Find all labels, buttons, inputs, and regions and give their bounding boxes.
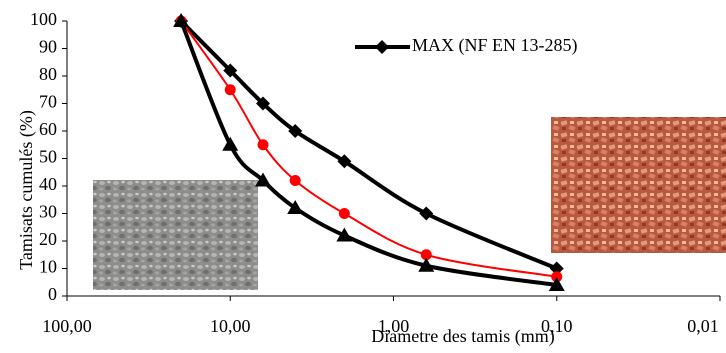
brick-photo	[551, 117, 726, 253]
legend-label: MAX (NF EN 13-285)	[412, 35, 578, 56]
circle-marker	[551, 271, 563, 283]
triangle-marker	[336, 227, 353, 242]
x-tick-label: 0,10	[541, 316, 573, 336]
y-tick-label: 50	[39, 147, 57, 167]
y-tick-label: 0	[48, 284, 57, 304]
axes: 0 10 20 30 40 50 60 70 80 90 100 100,00 10,00 1,00 0,1…	[30, 9, 721, 336]
y-tick-label: 100	[30, 9, 57, 29]
circle-marker	[338, 208, 350, 219]
triangle-marker	[548, 277, 565, 291]
y-tick-label: 40	[39, 174, 57, 194]
y-tick-label: 20	[39, 229, 57, 249]
y-tick-label: 10	[39, 257, 57, 277]
triangle-marker	[222, 136, 239, 151]
triangle-marker	[255, 172, 272, 187]
y-tick-label: 60	[39, 119, 57, 139]
diamond-marker	[419, 206, 434, 221]
circle-marker	[257, 139, 269, 151]
y-tick-label: 70	[39, 92, 57, 112]
gravel-photo	[93, 180, 258, 290]
x-axis-title: Diametre des tamis (mm)	[371, 326, 554, 347]
diamond-marker	[288, 124, 303, 138]
circle-marker	[420, 249, 432, 261]
triangle-marker	[418, 257, 435, 272]
legend-symbol	[375, 40, 389, 54]
triangle-marker	[287, 200, 304, 214]
x-tick-label: 10,00	[210, 316, 251, 336]
plot-area: MAX (NF EN 13-285)	[173, 13, 578, 291]
x-tick-label: 1,00	[378, 316, 410, 336]
diamond-marker	[223, 63, 238, 78]
x-tick-label: 0,01	[687, 316, 719, 336]
diamond-marker	[256, 96, 271, 111]
triangle-marker	[173, 13, 190, 27]
legend-marker	[375, 40, 389, 54]
diamond-marker	[337, 154, 352, 169]
x-tick-label: 100,00	[42, 316, 92, 336]
y-axis-title: Tamisats cumulés (%)	[16, 110, 37, 270]
y-tick-label: 80	[39, 64, 57, 84]
circle-marker	[289, 175, 301, 186]
y-tick-label: 30	[39, 202, 57, 222]
y-tick-label: 90	[39, 37, 57, 57]
circle-marker	[224, 84, 236, 96]
diamond-marker	[549, 261, 564, 276]
